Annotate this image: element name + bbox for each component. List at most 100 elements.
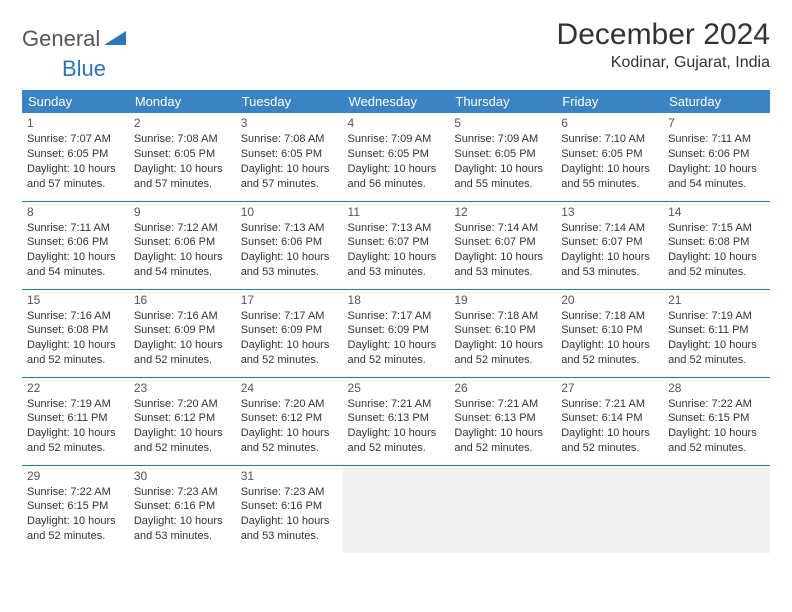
- sunrise-line: Sunrise: 7:18 AM: [454, 309, 551, 324]
- weekday-wednesday: Wednesday: [343, 90, 450, 113]
- day-cell-3: 3Sunrise: 7:08 AMSunset: 6:05 PMDaylight…: [236, 113, 343, 201]
- daylight-line: Daylight: 10 hours and 52 minutes.: [348, 338, 445, 368]
- daylight-line: Daylight: 10 hours and 52 minutes.: [241, 426, 338, 456]
- sunrise-line: Sunrise: 7:11 AM: [27, 221, 124, 236]
- day-cell-14: 14Sunrise: 7:15 AMSunset: 6:08 PMDayligh…: [663, 201, 770, 289]
- sunrise-line: Sunrise: 7:16 AM: [27, 309, 124, 324]
- sunrise-line: Sunrise: 7:22 AM: [27, 485, 124, 500]
- sunrise-line: Sunrise: 7:18 AM: [561, 309, 658, 324]
- sunrise-line: Sunrise: 7:13 AM: [241, 221, 338, 236]
- day-number: 12: [454, 205, 551, 219]
- sunset-line: Sunset: 6:05 PM: [241, 147, 338, 162]
- day-cell-11: 11Sunrise: 7:13 AMSunset: 6:07 PMDayligh…: [343, 201, 450, 289]
- day-cell-6: 6Sunrise: 7:10 AMSunset: 6:05 PMDaylight…: [556, 113, 663, 201]
- daylight-line: Daylight: 10 hours and 52 minutes.: [668, 338, 765, 368]
- sunrise-line: Sunrise: 7:07 AM: [27, 132, 124, 147]
- day-number: 4: [348, 116, 445, 130]
- sunrise-line: Sunrise: 7:12 AM: [134, 221, 231, 236]
- weekday-sunday: Sunday: [22, 90, 129, 113]
- day-number: 16: [134, 293, 231, 307]
- day-number: 8: [27, 205, 124, 219]
- day-cell-22: 22Sunrise: 7:19 AMSunset: 6:11 PMDayligh…: [22, 377, 129, 465]
- daylight-line: Daylight: 10 hours and 53 minutes.: [561, 250, 658, 280]
- sunset-line: Sunset: 6:16 PM: [241, 499, 338, 514]
- sunset-line: Sunset: 6:15 PM: [27, 499, 124, 514]
- sunrise-line: Sunrise: 7:09 AM: [454, 132, 551, 147]
- daylight-line: Daylight: 10 hours and 54 minutes.: [668, 162, 765, 192]
- day-cell-21: 21Sunrise: 7:19 AMSunset: 6:11 PMDayligh…: [663, 289, 770, 377]
- day-cell-26: 26Sunrise: 7:21 AMSunset: 6:13 PMDayligh…: [449, 377, 556, 465]
- sunset-line: Sunset: 6:05 PM: [561, 147, 658, 162]
- calendar-row: 29Sunrise: 7:22 AMSunset: 6:15 PMDayligh…: [22, 465, 770, 553]
- sunrise-line: Sunrise: 7:20 AM: [134, 397, 231, 412]
- day-number: 31: [241, 469, 338, 483]
- day-cell-5: 5Sunrise: 7:09 AMSunset: 6:05 PMDaylight…: [449, 113, 556, 201]
- sunrise-line: Sunrise: 7:23 AM: [134, 485, 231, 500]
- day-number: 17: [241, 293, 338, 307]
- sunrise-line: Sunrise: 7:13 AM: [348, 221, 445, 236]
- day-number: 23: [134, 381, 231, 395]
- weekday-row: SundayMondayTuesdayWednesdayThursdayFrid…: [22, 90, 770, 113]
- sunrise-line: Sunrise: 7:21 AM: [348, 397, 445, 412]
- daylight-line: Daylight: 10 hours and 53 minutes.: [241, 250, 338, 280]
- daylight-line: Daylight: 10 hours and 52 minutes.: [668, 250, 765, 280]
- sunrise-line: Sunrise: 7:19 AM: [27, 397, 124, 412]
- sunrise-line: Sunrise: 7:22 AM: [668, 397, 765, 412]
- sunset-line: Sunset: 6:07 PM: [561, 235, 658, 250]
- empty-cell: [343, 465, 450, 553]
- sunrise-line: Sunrise: 7:16 AM: [134, 309, 231, 324]
- sunset-line: Sunset: 6:06 PM: [27, 235, 124, 250]
- sunrise-line: Sunrise: 7:23 AM: [241, 485, 338, 500]
- day-cell-29: 29Sunrise: 7:22 AMSunset: 6:15 PMDayligh…: [22, 465, 129, 553]
- calendar-table: SundayMondayTuesdayWednesdayThursdayFrid…: [22, 90, 770, 553]
- calendar-body: 1Sunrise: 7:07 AMSunset: 6:05 PMDaylight…: [22, 113, 770, 553]
- day-number: 14: [668, 205, 765, 219]
- logo: General: [22, 18, 128, 52]
- day-number: 21: [668, 293, 765, 307]
- day-cell-27: 27Sunrise: 7:21 AMSunset: 6:14 PMDayligh…: [556, 377, 663, 465]
- day-cell-23: 23Sunrise: 7:20 AMSunset: 6:12 PMDayligh…: [129, 377, 236, 465]
- empty-cell: [556, 465, 663, 553]
- logo-triangle-icon: [104, 29, 126, 50]
- sunset-line: Sunset: 6:13 PM: [348, 411, 445, 426]
- logo-blue-row: Blue: [62, 56, 122, 82]
- header: General December 2024 Kodinar, Gujarat, …: [22, 18, 770, 72]
- sunset-line: Sunset: 6:06 PM: [241, 235, 338, 250]
- sunset-line: Sunset: 6:14 PM: [561, 411, 658, 426]
- sunset-line: Sunset: 6:05 PM: [454, 147, 551, 162]
- day-number: 28: [668, 381, 765, 395]
- daylight-line: Daylight: 10 hours and 53 minutes.: [348, 250, 445, 280]
- daylight-line: Daylight: 10 hours and 56 minutes.: [348, 162, 445, 192]
- day-cell-12: 12Sunrise: 7:14 AMSunset: 6:07 PMDayligh…: [449, 201, 556, 289]
- daylight-line: Daylight: 10 hours and 52 minutes.: [27, 426, 124, 456]
- daylight-line: Daylight: 10 hours and 54 minutes.: [27, 250, 124, 280]
- daylight-line: Daylight: 10 hours and 52 minutes.: [561, 338, 658, 368]
- day-number: 13: [561, 205, 658, 219]
- daylight-line: Daylight: 10 hours and 57 minutes.: [27, 162, 124, 192]
- sunset-line: Sunset: 6:09 PM: [241, 323, 338, 338]
- sunrise-line: Sunrise: 7:09 AM: [348, 132, 445, 147]
- sunset-line: Sunset: 6:12 PM: [134, 411, 231, 426]
- day-cell-7: 7Sunrise: 7:11 AMSunset: 6:06 PMDaylight…: [663, 113, 770, 201]
- sunset-line: Sunset: 6:06 PM: [668, 147, 765, 162]
- day-cell-15: 15Sunrise: 7:16 AMSunset: 6:08 PMDayligh…: [22, 289, 129, 377]
- sunrise-line: Sunrise: 7:15 AM: [668, 221, 765, 236]
- sunset-line: Sunset: 6:11 PM: [27, 411, 124, 426]
- daylight-line: Daylight: 10 hours and 53 minutes.: [134, 514, 231, 544]
- day-cell-9: 9Sunrise: 7:12 AMSunset: 6:06 PMDaylight…: [129, 201, 236, 289]
- sunrise-line: Sunrise: 7:14 AM: [561, 221, 658, 236]
- sunset-line: Sunset: 6:08 PM: [27, 323, 124, 338]
- daylight-line: Daylight: 10 hours and 52 minutes.: [454, 426, 551, 456]
- month-title: December 2024: [557, 18, 770, 52]
- day-number: 5: [454, 116, 551, 130]
- day-cell-16: 16Sunrise: 7:16 AMSunset: 6:09 PMDayligh…: [129, 289, 236, 377]
- day-cell-4: 4Sunrise: 7:09 AMSunset: 6:05 PMDaylight…: [343, 113, 450, 201]
- daylight-line: Daylight: 10 hours and 54 minutes.: [134, 250, 231, 280]
- calendar-row: 1Sunrise: 7:07 AMSunset: 6:05 PMDaylight…: [22, 113, 770, 201]
- day-cell-17: 17Sunrise: 7:17 AMSunset: 6:09 PMDayligh…: [236, 289, 343, 377]
- day-cell-2: 2Sunrise: 7:08 AMSunset: 6:05 PMDaylight…: [129, 113, 236, 201]
- weekday-thursday: Thursday: [449, 90, 556, 113]
- daylight-line: Daylight: 10 hours and 52 minutes.: [348, 426, 445, 456]
- daylight-line: Daylight: 10 hours and 57 minutes.: [134, 162, 231, 192]
- sunset-line: Sunset: 6:13 PM: [454, 411, 551, 426]
